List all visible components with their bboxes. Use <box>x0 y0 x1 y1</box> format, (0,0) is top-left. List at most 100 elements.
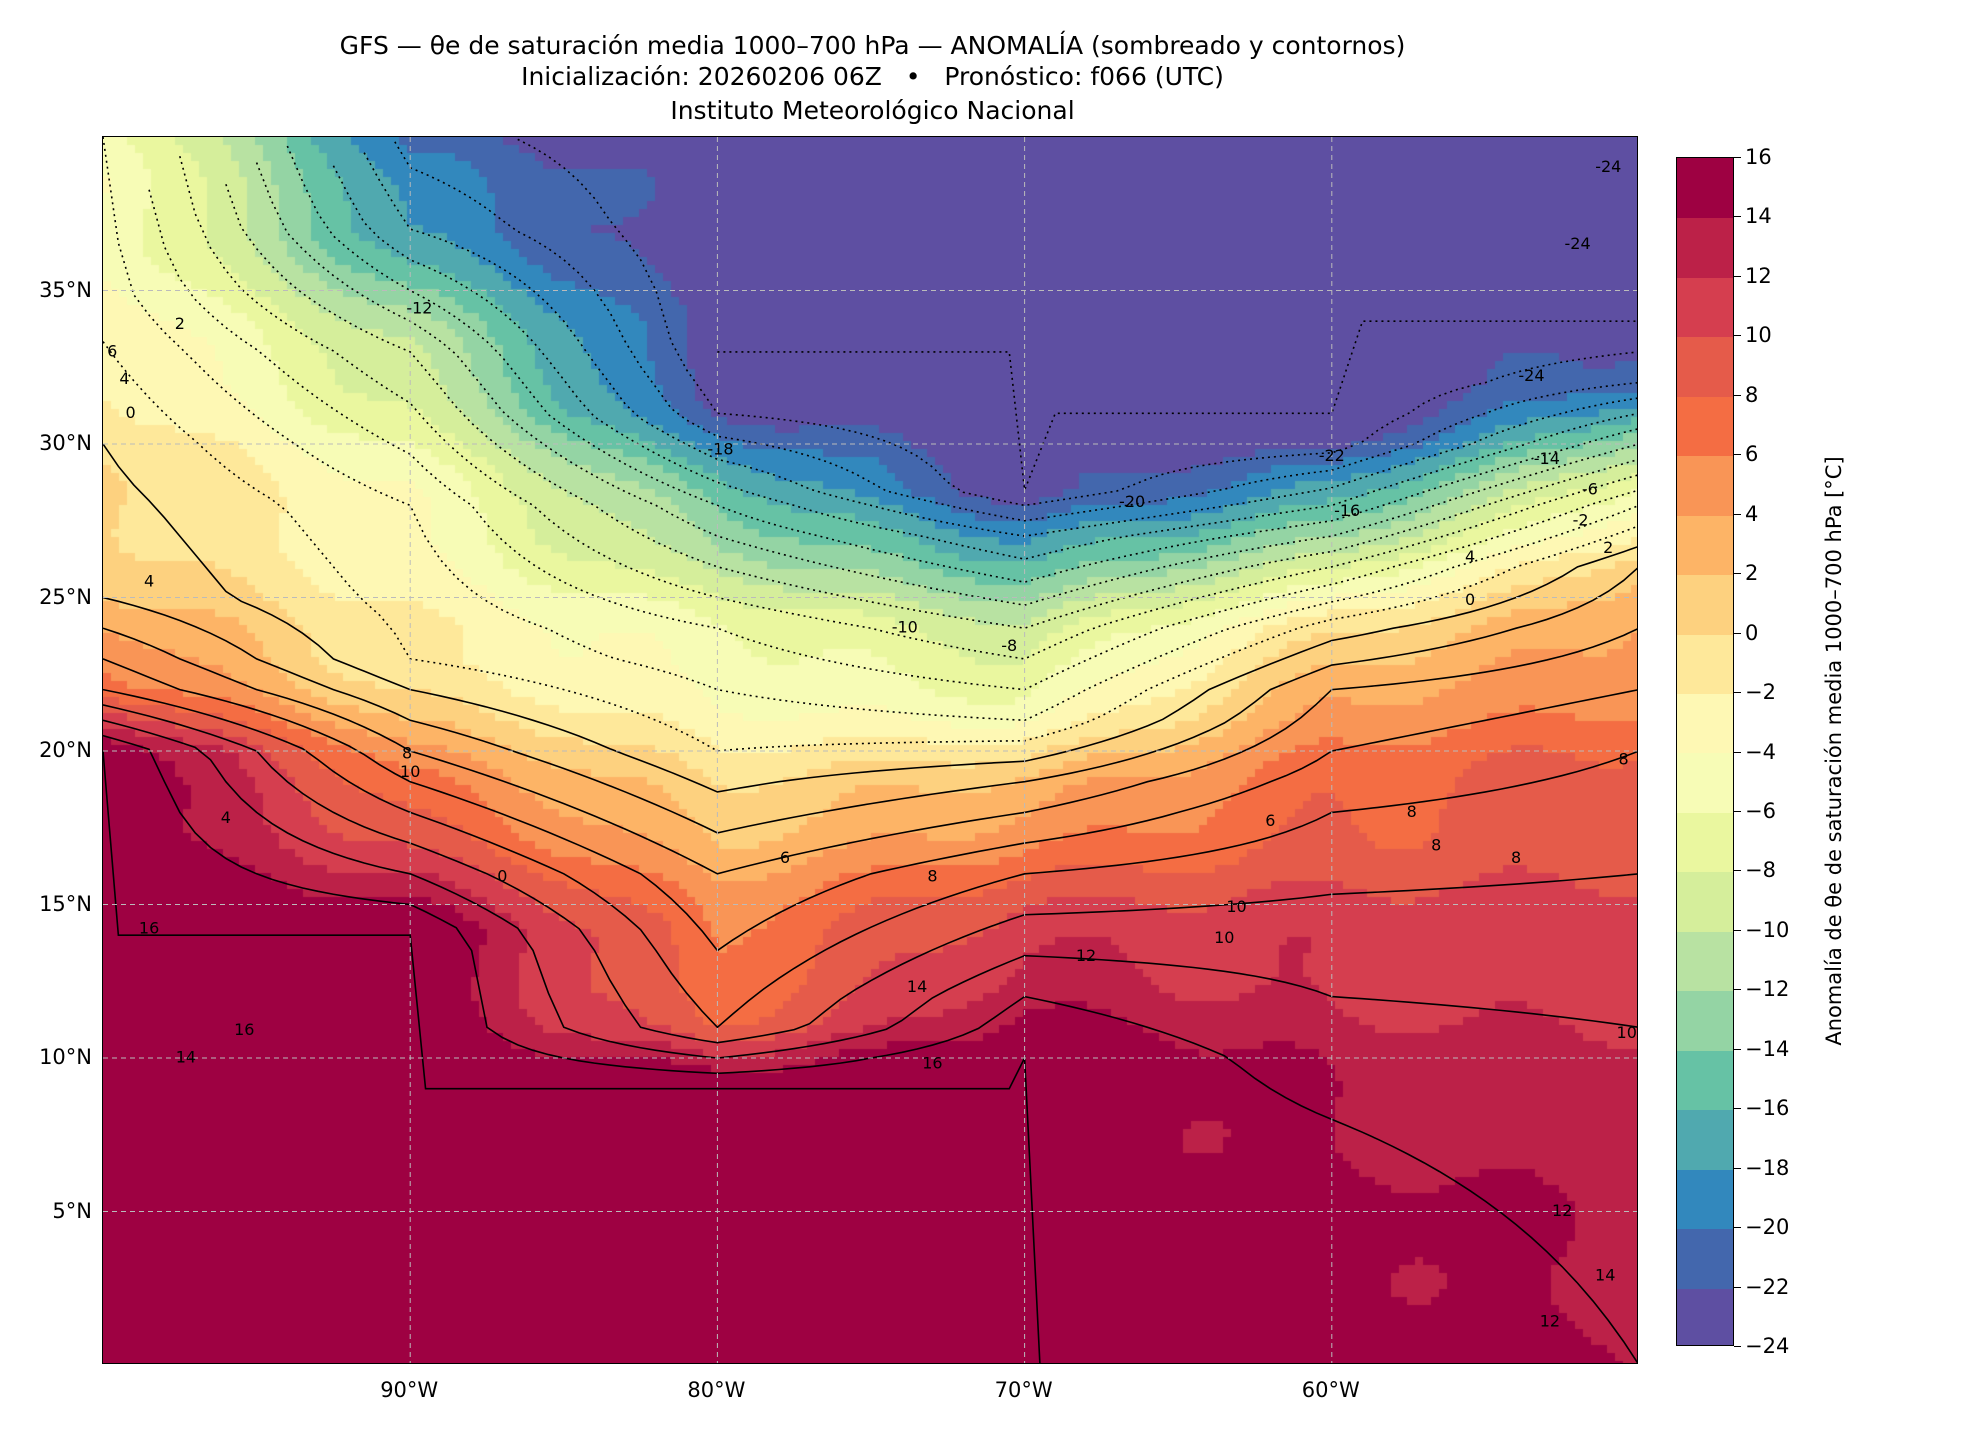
contour-label: -20 <box>1119 492 1145 511</box>
y-tick-label: 20°N <box>39 738 92 762</box>
colorbar-segment <box>1677 514 1733 576</box>
title-line-1: GFS — θe de saturación media 1000–700 hP… <box>339 31 1406 60</box>
contour-label: 4 <box>1465 547 1475 566</box>
colorbar-tick-label: 10 <box>1734 323 1772 348</box>
colorbar-segment <box>1677 1287 1733 1345</box>
colorbar-segment <box>1677 1049 1733 1111</box>
contour-label: 0 <box>497 866 507 885</box>
colorbar-tick-label: 8 <box>1733 382 1759 407</box>
colorbar-segment <box>1677 276 1733 338</box>
colorbar-tick-label: −16 <box>1733 1096 1790 1121</box>
contour-label: -24 <box>1595 157 1621 176</box>
contour-line <box>103 658 1637 952</box>
contour-line <box>179 155 1637 660</box>
colorbar-segment <box>1677 633 1733 695</box>
contour-line <box>717 320 1637 491</box>
contour-label: 16 <box>139 919 159 938</box>
colorbar-segment <box>1677 752 1733 813</box>
contour-label: 4 <box>221 808 231 827</box>
contour-label: 6 <box>1265 811 1275 830</box>
colorbar-tick-label: −4 <box>1734 739 1776 764</box>
contour-label: -24 <box>1564 234 1590 253</box>
colorbar-segment <box>1677 217 1733 278</box>
y-tick-label: 5°N <box>52 1198 92 1223</box>
contour-line <box>103 137 1637 722</box>
contour-label: 14 <box>1595 1265 1615 1284</box>
colorbar-tick-label: −14 <box>1733 1036 1790 1061</box>
contour-line <box>103 688 1637 1029</box>
colorbar-tick-label: −22 <box>1733 1274 1790 1299</box>
title-line-3: Instituto Meteorológico Nacional <box>670 96 1075 125</box>
contour-label: 6 <box>107 341 117 360</box>
contour-label: 4 <box>144 572 154 591</box>
colorbar-segment <box>1677 693 1733 754</box>
colorbar-tick-label: −18 <box>1733 1155 1790 1180</box>
colorbar-tick-label: 0 <box>1733 620 1759 645</box>
contour-label: -24 <box>1518 366 1544 385</box>
contour-label: 8 <box>1431 836 1441 855</box>
contour-label: -16 <box>1334 501 1360 520</box>
contour-line <box>103 627 1637 875</box>
colorbar-tick-label: 2 <box>1733 561 1759 586</box>
contour-label: 6 <box>780 848 790 867</box>
y-tick-label: 35°N <box>39 277 92 302</box>
contour-label: -12 <box>406 298 432 317</box>
colorbar-tick-label: −20 <box>1733 1215 1790 1240</box>
contour-label: 12 <box>1076 946 1096 965</box>
contour-line <box>103 719 1637 1059</box>
colorbar-segment <box>1677 574 1733 635</box>
contour-label: 0 <box>126 403 136 422</box>
x-tick-label: 70°W <box>994 1378 1053 1402</box>
title-line-2: Inicialización: 20260206 06Z • Pronóstic… <box>521 62 1224 91</box>
contour-line <box>103 750 1041 1363</box>
contour-line <box>363 152 1637 537</box>
colorbar-segment <box>1677 395 1733 457</box>
map-overlay: -24-24-24-22-20 -16-14-6-2240-18-12-10-82… <box>103 137 1637 1363</box>
x-tick-label: 80°W <box>687 1378 746 1402</box>
contour-label: 0 <box>1465 590 1475 609</box>
contour-label: -18 <box>707 440 733 459</box>
colorbar-tick-label: 16 <box>1734 145 1772 169</box>
colorbar-segment <box>1677 871 1733 932</box>
contour-label: -6 <box>1582 480 1598 499</box>
contour-label: -10 <box>892 618 918 637</box>
contour-line <box>225 183 1637 630</box>
contour-label: 10 <box>1226 897 1246 916</box>
colorbar-segment <box>1677 1168 1733 1230</box>
contour-label: 10 <box>1214 928 1234 947</box>
contour-label: 2 <box>1603 538 1613 557</box>
y-tick-label: 30°N <box>39 431 92 455</box>
contour-line <box>103 567 1637 834</box>
contour-label: 8 <box>402 744 412 763</box>
colorbar-segment <box>1677 990 1733 1051</box>
colorbar-tick-label: 4 <box>1733 501 1759 526</box>
contour-label: -22 <box>1319 446 1345 465</box>
contour-label: 10 <box>400 762 420 781</box>
colorbar-tick-label: 14 <box>1734 204 1772 229</box>
contour-label: -2 <box>1573 510 1589 529</box>
colorbar-tick-label: −6 <box>1734 798 1776 823</box>
colorbar-tick-label: −8 <box>1734 858 1776 883</box>
contour-label: 16 <box>922 1054 942 1073</box>
contour-label: 12 <box>1552 1201 1572 1220</box>
colorbar-tick-label: −24 <box>1733 1334 1790 1358</box>
colorbar-tick-label: −10 <box>1733 917 1790 942</box>
contour-label: 8 <box>927 866 937 885</box>
colorbar-segment <box>1677 1109 1733 1170</box>
map-plot-area: -24 -24 -24 -22 -20 -16 -14 -6 -2 2 4 0 -18 -12 -10 -8 2… <box>102 136 1638 1364</box>
x-tick-label: 60°W <box>1301 1378 1360 1402</box>
contour-label: 8 <box>1619 750 1629 769</box>
contour-label: -14 <box>1534 449 1560 468</box>
colorbar-tick-label: −2 <box>1734 680 1776 705</box>
y-tick-label: 15°N <box>39 891 92 916</box>
colorbar-segment <box>1677 455 1733 516</box>
colorbar-tick-label: 6 <box>1733 442 1759 467</box>
colorbar-segment <box>1677 158 1733 219</box>
contour-line <box>103 443 1637 793</box>
contour-line <box>332 165 1637 560</box>
contour-line <box>255 162 1637 606</box>
contour-line <box>394 141 1637 522</box>
x-tick-label: 90°W <box>380 1378 439 1402</box>
contour-label: 8 <box>1407 802 1417 821</box>
colorbar-tick-label: 12 <box>1734 263 1772 288</box>
